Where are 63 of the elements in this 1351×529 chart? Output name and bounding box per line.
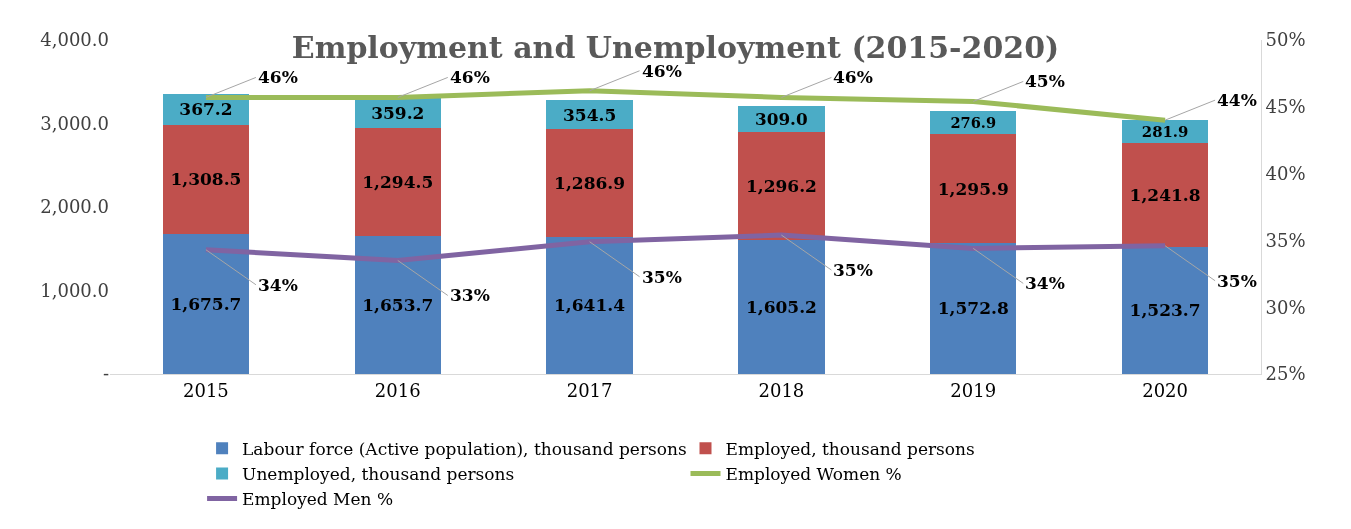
- data-label: 1,605.2: [745, 296, 817, 317]
- x-tick-label: 2017: [566, 379, 613, 401]
- data-label: 1,308.5: [170, 169, 242, 190]
- data-label: 45%: [1025, 71, 1065, 91]
- data-label: 1,294.5: [362, 171, 434, 192]
- data-label: 354.5: [562, 104, 617, 125]
- data-label: 34%: [258, 275, 298, 295]
- bar: [1121, 246, 1209, 374]
- legend-label: Labour force (Active population), thousand persons: [242, 438, 687, 459]
- y2-tick-label: 45%: [1265, 96, 1306, 118]
- legend-label: Employed, thousand persons: [725, 438, 975, 459]
- bar: [546, 129, 633, 237]
- x-tick-label: 2020: [1142, 379, 1188, 401]
- bar: [546, 236, 633, 374]
- y2-tick-label: 40%: [1265, 162, 1306, 184]
- data-label: 44%: [1217, 90, 1257, 110]
- data-label: 46%: [450, 67, 490, 87]
- data-label: 1,653.7: [362, 294, 434, 315]
- x-tick-label: 2016: [374, 379, 421, 401]
- data-label: 35%: [833, 260, 873, 280]
- y2-tick-label: 25%: [1265, 363, 1306, 385]
- bar: [354, 127, 441, 236]
- data-label: 1,295.9: [937, 178, 1009, 199]
- y-tick-label: 2,000.0: [40, 196, 109, 218]
- data-label: 34%: [1025, 273, 1065, 293]
- data-label: 46%: [258, 67, 298, 87]
- data-label: 1,675.7: [170, 294, 242, 315]
- data-label: 1,286.9: [554, 173, 626, 194]
- y-tick-label: 4,000.0: [40, 29, 109, 51]
- legend-label: Employed Women %: [725, 464, 902, 485]
- y2-tick-label: 30%: [1265, 296, 1306, 318]
- data-label: 1,572.8: [937, 298, 1009, 319]
- data-label: 281.9: [1141, 122, 1189, 141]
- data-label: 1,641.4: [554, 295, 626, 316]
- data-label: 35%: [1217, 271, 1257, 291]
- data-label: 367.2: [179, 99, 233, 120]
- data-label: 1,523.7: [1129, 300, 1201, 321]
- x-tick-label: 2019: [950, 379, 997, 401]
- bar: [738, 239, 825, 374]
- y2-tick-label: 50%: [1265, 29, 1306, 51]
- bar: [354, 235, 441, 374]
- x-tick-label: 2018: [758, 379, 805, 401]
- bar: [930, 242, 1017, 374]
- bar: [1121, 143, 1209, 247]
- data-label: 309.0: [754, 108, 808, 129]
- bar: [738, 131, 825, 240]
- y-tick-label: 1,000.0: [40, 279, 109, 301]
- data-label: 359.2: [371, 102, 425, 123]
- data-label: 276.9: [950, 114, 997, 132]
- bar: [930, 134, 1017, 243]
- legend-label: Employed Men %: [242, 489, 394, 510]
- data-label: 1,296.2: [745, 175, 817, 196]
- y-tick-label: 3,000.0: [40, 112, 109, 134]
- data-label: 33%: [450, 285, 490, 305]
- data-label: 35%: [642, 267, 682, 287]
- bar: [162, 234, 250, 374]
- legend-label: Unemployed, thousand persons: [242, 464, 515, 485]
- data-label: 1,241.8: [1129, 184, 1201, 205]
- bar: [162, 124, 250, 235]
- data-label: 46%: [833, 67, 873, 87]
- y2-tick-label: 35%: [1265, 229, 1306, 251]
- y-tick-label: -: [102, 363, 109, 385]
- x-tick-label: 2015: [183, 379, 229, 401]
